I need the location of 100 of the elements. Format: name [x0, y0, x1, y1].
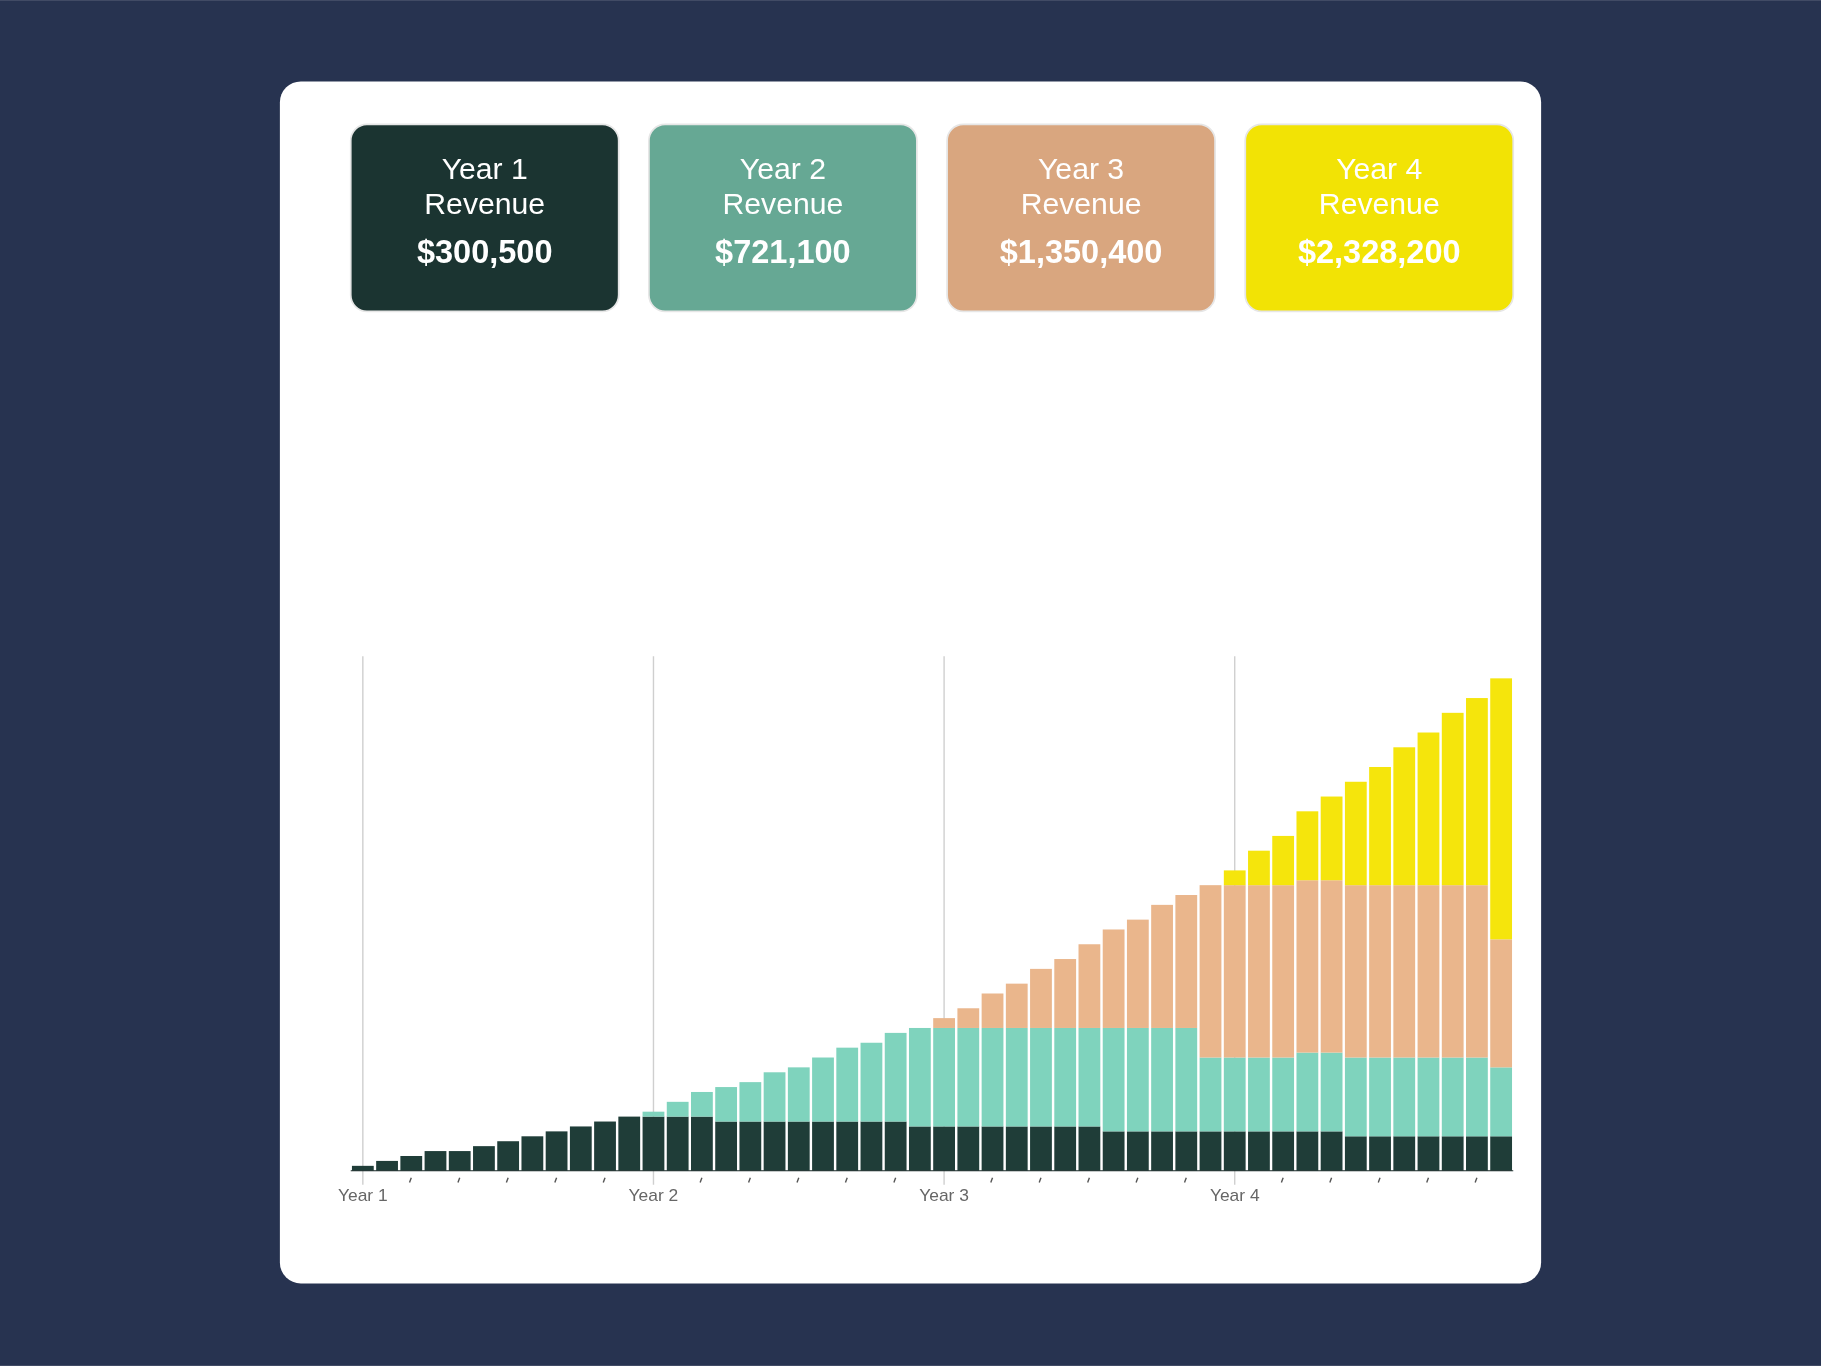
- bar: [884, 1121, 907, 1171]
- bar: [1054, 1027, 1077, 1127]
- bar: [1126, 1027, 1149, 1132]
- bar: [1126, 919, 1149, 1028]
- bar: [933, 1027, 955, 1127]
- bar: [642, 1116, 665, 1171]
- bar: [715, 1121, 738, 1171]
- bar: [1369, 1136, 1391, 1171]
- bar: [521, 1136, 544, 1171]
- bar: [1054, 959, 1077, 1028]
- bar: [1490, 939, 1513, 1068]
- bar: [1078, 944, 1101, 1028]
- bar: [618, 1116, 641, 1171]
- bar: [1175, 1027, 1198, 1132]
- bar: [1151, 1027, 1173, 1132]
- bar: [1466, 698, 1488, 886]
- bar: [400, 1156, 423, 1171]
- bar: [497, 1141, 520, 1171]
- bar: [1248, 1057, 1270, 1132]
- bar: [1175, 1131, 1198, 1171]
- bar: [1344, 1057, 1367, 1137]
- bar: [957, 1126, 980, 1171]
- bar: [1296, 1131, 1319, 1171]
- bar: [1441, 712, 1464, 886]
- bar: [1151, 904, 1173, 1028]
- bar: [569, 1126, 592, 1171]
- bar: [1272, 1057, 1295, 1132]
- bar: [1393, 885, 1416, 1058]
- bar: [1199, 885, 1222, 1058]
- bar: [545, 1131, 568, 1171]
- bar: [1272, 1131, 1295, 1171]
- bar: [1490, 678, 1513, 940]
- bar: [1102, 929, 1125, 1028]
- bar: [642, 1111, 665, 1117]
- bar: [1296, 880, 1319, 1053]
- bar: [1393, 1057, 1416, 1137]
- bar: [691, 1091, 713, 1117]
- bar: [1030, 1027, 1052, 1127]
- bar: [836, 1121, 859, 1171]
- bar: [860, 1121, 883, 1171]
- bar: [1151, 1131, 1173, 1171]
- bar: [1417, 1136, 1440, 1171]
- category-label: Year 1 Revenue: [424, 151, 546, 220]
- bar: [1369, 1057, 1391, 1137]
- bar: [981, 1027, 1004, 1127]
- bar: [1030, 1126, 1052, 1171]
- bar: [1296, 1052, 1319, 1132]
- text: $2,328,200: [1297, 233, 1461, 270]
- x-tick-label: Year 3: [919, 1184, 969, 1205]
- bar: [1030, 968, 1052, 1028]
- bar: [860, 1042, 883, 1122]
- bar: [376, 1160, 398, 1171]
- category-label: Year 3 Revenue: [1020, 151, 1142, 220]
- bar: [739, 1121, 762, 1171]
- bar: [812, 1057, 834, 1122]
- category-label: Year 2 Revenue: [722, 151, 844, 220]
- bar: [1344, 1136, 1367, 1171]
- bar: [1223, 1131, 1246, 1171]
- bar: [957, 1008, 980, 1028]
- bar: [1369, 766, 1391, 886]
- bar: [787, 1067, 810, 1122]
- bar: [1005, 1027, 1028, 1127]
- bar: [836, 1047, 859, 1122]
- bar: [1054, 1126, 1077, 1171]
- bar: [424, 1151, 447, 1171]
- bar: [763, 1072, 786, 1122]
- bar: [1441, 885, 1464, 1058]
- bar: [1005, 1126, 1028, 1171]
- bar: [763, 1121, 786, 1171]
- bar: [1441, 1136, 1464, 1171]
- bar: [1320, 796, 1343, 881]
- bar: [1248, 1131, 1270, 1171]
- bar: [739, 1082, 762, 1122]
- bar: [1223, 870, 1246, 886]
- bar: [1272, 885, 1295, 1058]
- bar: [884, 1032, 907, 1122]
- bar: [1199, 1131, 1222, 1171]
- bar: [787, 1121, 810, 1171]
- bar: [1126, 1131, 1149, 1171]
- bar: [933, 1126, 955, 1171]
- bar: [594, 1121, 616, 1171]
- bar: [1248, 885, 1270, 1058]
- bar: [473, 1146, 495, 1171]
- bar: [1441, 1057, 1464, 1137]
- bar: [715, 1087, 738, 1122]
- bar: [1490, 1136, 1513, 1171]
- bar: [1223, 885, 1246, 1058]
- bar: [1199, 1057, 1222, 1132]
- bar: [1417, 885, 1440, 1058]
- bar: [1369, 885, 1391, 1058]
- bar: [1102, 1027, 1125, 1132]
- x-tick-label: Year 2: [628, 1184, 679, 1205]
- bar: [957, 1027, 980, 1127]
- bar: [1393, 1136, 1416, 1171]
- bar: [981, 993, 1004, 1028]
- text: $1,350,400: [999, 233, 1163, 270]
- bar: [666, 1101, 689, 1117]
- bar: [1466, 885, 1488, 1058]
- bar: [933, 1018, 955, 1028]
- bar: [908, 1126, 931, 1171]
